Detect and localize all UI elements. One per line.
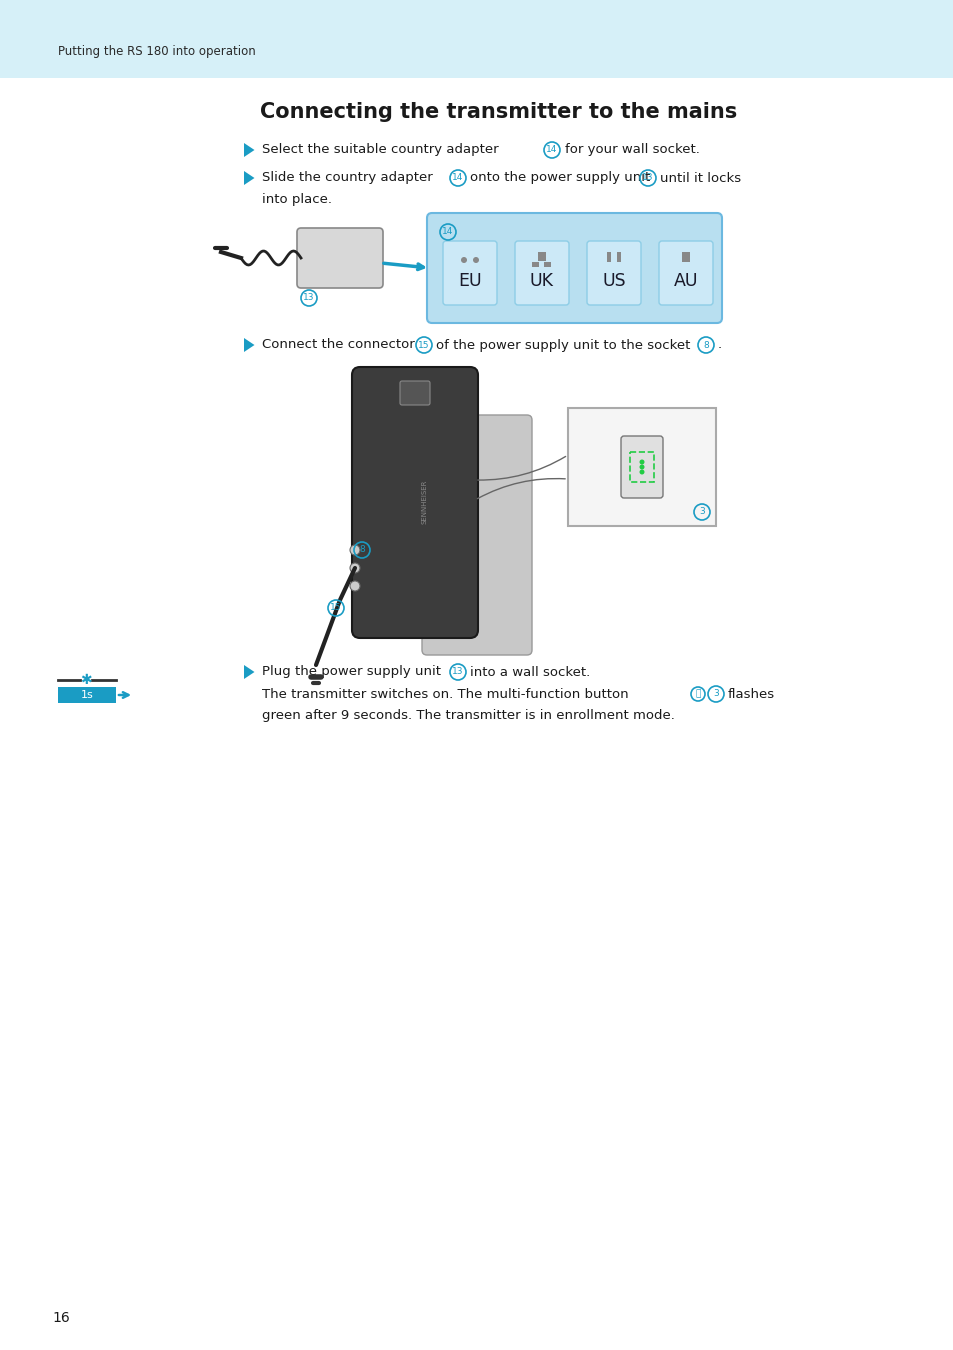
Text: 8: 8 <box>358 545 364 555</box>
Text: EU: EU <box>457 271 481 290</box>
Text: 16: 16 <box>52 1311 70 1324</box>
Circle shape <box>460 256 467 263</box>
FancyBboxPatch shape <box>680 252 685 262</box>
Text: .: . <box>718 339 721 351</box>
Text: flashes: flashes <box>727 687 774 701</box>
FancyBboxPatch shape <box>543 262 551 267</box>
Polygon shape <box>244 143 254 157</box>
Text: until it locks: until it locks <box>659 171 740 185</box>
Text: 13: 13 <box>641 174 653 182</box>
FancyBboxPatch shape <box>399 381 430 405</box>
Text: into a wall socket.: into a wall socket. <box>470 666 590 679</box>
Text: 14: 14 <box>546 146 558 154</box>
Text: 3: 3 <box>713 690 719 698</box>
Text: 8: 8 <box>702 340 708 350</box>
Text: 14: 14 <box>442 228 454 236</box>
Text: ⏻: ⏻ <box>695 690 700 698</box>
Text: 13: 13 <box>452 667 463 676</box>
FancyBboxPatch shape <box>620 436 662 498</box>
FancyBboxPatch shape <box>586 242 640 305</box>
Text: 1s: 1s <box>81 690 93 701</box>
FancyBboxPatch shape <box>515 242 568 305</box>
FancyBboxPatch shape <box>659 242 712 305</box>
FancyBboxPatch shape <box>685 252 690 262</box>
Circle shape <box>350 545 359 555</box>
Text: 15: 15 <box>417 340 429 350</box>
Polygon shape <box>244 338 254 352</box>
Text: Connect the connector: Connect the connector <box>262 339 415 351</box>
FancyBboxPatch shape <box>427 213 721 323</box>
Text: into place.: into place. <box>262 193 332 207</box>
Text: Putting the RS 180 into operation: Putting the RS 180 into operation <box>58 46 255 58</box>
FancyBboxPatch shape <box>606 252 610 262</box>
Text: The transmitter switches on. The multi-function button: The transmitter switches on. The multi-f… <box>262 687 628 701</box>
Circle shape <box>350 563 359 572</box>
FancyBboxPatch shape <box>617 252 620 262</box>
Polygon shape <box>244 666 254 679</box>
Text: US: US <box>601 271 625 290</box>
Circle shape <box>639 470 644 474</box>
Polygon shape <box>244 171 254 185</box>
Text: green after 9 seconds. The transmitter is in enrollment mode.: green after 9 seconds. The transmitter i… <box>262 710 674 722</box>
Text: ✱: ✱ <box>80 674 91 687</box>
Text: 13: 13 <box>303 293 314 302</box>
FancyBboxPatch shape <box>352 367 477 639</box>
Circle shape <box>639 459 644 464</box>
Text: of the power supply unit to the socket: of the power supply unit to the socket <box>436 339 690 351</box>
FancyBboxPatch shape <box>532 262 538 267</box>
FancyBboxPatch shape <box>421 414 532 655</box>
Circle shape <box>350 580 359 591</box>
FancyBboxPatch shape <box>567 408 716 526</box>
Text: 3: 3 <box>699 508 704 517</box>
Text: Select the suitable country adapter: Select the suitable country adapter <box>262 143 498 157</box>
Text: for your wall socket.: for your wall socket. <box>564 143 700 157</box>
Circle shape <box>473 256 478 263</box>
FancyBboxPatch shape <box>296 228 382 288</box>
FancyBboxPatch shape <box>58 687 116 703</box>
Text: SENNHEISER: SENNHEISER <box>421 479 428 524</box>
Text: Plug the power supply unit: Plug the power supply unit <box>262 666 440 679</box>
Circle shape <box>639 464 644 470</box>
Text: AU: AU <box>673 271 698 290</box>
FancyBboxPatch shape <box>537 252 545 261</box>
Text: 14: 14 <box>452 174 463 182</box>
FancyBboxPatch shape <box>442 242 497 305</box>
Text: 15: 15 <box>330 603 341 613</box>
FancyBboxPatch shape <box>0 0 953 78</box>
Text: UK: UK <box>530 271 554 290</box>
Text: Connecting the transmitter to the mains: Connecting the transmitter to the mains <box>260 103 737 122</box>
Text: onto the power supply unit: onto the power supply unit <box>470 171 650 185</box>
Text: Slide the country adapter: Slide the country adapter <box>262 171 433 185</box>
